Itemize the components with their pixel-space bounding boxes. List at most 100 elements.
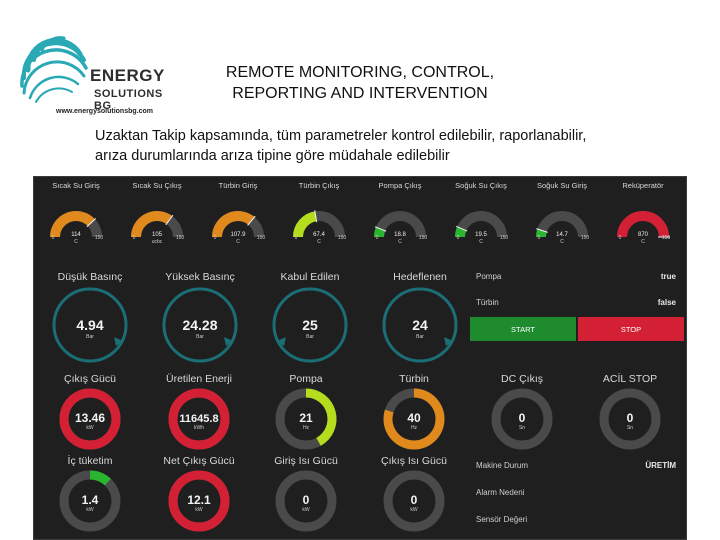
- gauge-max: 150: [257, 235, 266, 241]
- start-button[interactable]: START: [470, 317, 576, 341]
- gauge-needle: [374, 226, 387, 232]
- pressure-pointer-icon: [114, 337, 123, 346]
- gauge-value: 114: [71, 232, 81, 238]
- pressure-title-hedeflenen: Hedeflenen: [393, 271, 447, 283]
- donut-value: 1.4: [82, 493, 99, 507]
- donut-title-tu-rbin: Türbin: [399, 373, 429, 385]
- donut-unit: Sn: [627, 425, 633, 431]
- gauge-unit: C: [317, 239, 321, 245]
- slide-desc-line2: arıza durumlarında arıza tipine göre müd…: [95, 148, 450, 164]
- logo-word-solutions: SOLUTIONS BG: [94, 88, 163, 112]
- logo-url: www.energysolutionsbg.com: [56, 108, 153, 115]
- donut-title-i-c-tu-ketim: İç tüketim: [67, 455, 113, 467]
- gauge-value: 870: [638, 232, 649, 238]
- donut-value: 21: [299, 411, 313, 425]
- gauge-min: 0: [295, 235, 298, 241]
- pressure-title-kabul-edilen: Kabul Edilen: [280, 271, 340, 283]
- gauge-min: 0: [538, 235, 541, 241]
- gauge-title-tu-rbin-giris: Türbin Giriş: [218, 181, 258, 190]
- pressure-value: 24: [412, 317, 428, 333]
- gauge-max: 150: [662, 235, 671, 241]
- gauge-title-tu-rbin-c-k-s: Türbin Çıkış: [298, 181, 340, 190]
- donut-value: 0: [411, 493, 418, 507]
- donut-value: 0: [627, 411, 634, 425]
- machine-state-value: ÜRETİM: [645, 461, 676, 470]
- gauge-pompa-c-k-s: 18.8C 0 150: [374, 211, 427, 245]
- donut-value: 0: [303, 493, 310, 507]
- donut-fill: [59, 388, 121, 450]
- gauge-max: 150: [176, 235, 185, 241]
- pressure-ring: [162, 287, 238, 363]
- pressure-pointer-icon: [277, 337, 286, 346]
- gauge-title-sog-uk-su-c-k-s: Soğuk Su Çıkış: [455, 181, 507, 190]
- donut-gauge-net-c-k-s-gu-cu: 12.1kW: [168, 470, 230, 532]
- pressure-ring: [382, 287, 458, 363]
- pompa-status-value: true: [660, 272, 676, 281]
- gauge-needle: [165, 214, 174, 226]
- donut-title-c-k-s-gu-cu: Çıkış Gücü: [64, 373, 116, 385]
- gauge-title-reku-perato-r: Reküperatör: [622, 181, 664, 190]
- pressure-unit: Bar: [86, 334, 94, 340]
- sensor-value-label: Sensör Değeri: [476, 515, 528, 524]
- gauge-needle: [456, 225, 468, 232]
- gauge-tu-rbin-giris: 107.9C 0 150: [212, 211, 266, 245]
- gauge-min: 0: [52, 235, 55, 241]
- donut-track: [383, 470, 445, 532]
- company-logo: ENERGY SOLUTIONS BG www.energysolutionsb…: [14, 30, 174, 122]
- donut-gauge-aci-l-stop: 0Sn: [599, 388, 661, 450]
- donut-unit: Hz: [303, 425, 310, 431]
- gauge-fill: [374, 227, 386, 238]
- donut-title-dc-c-k-s: DC Çıkış: [501, 373, 543, 385]
- gauge-min: 0: [376, 235, 379, 241]
- pressure-title-yu-ksek-bas-nc: Yüksek Basınç: [165, 271, 235, 283]
- gauge-value: 14.7: [556, 232, 568, 238]
- donut-fill: [89, 470, 111, 486]
- donut-gauge-giris-is-gu-cu: 0kW: [275, 470, 337, 532]
- pressure-ring: [272, 287, 348, 363]
- donut-unit: Sn: [519, 425, 525, 431]
- stop-button[interactable]: STOP: [578, 317, 684, 341]
- gauge-value: 19.5: [475, 232, 487, 238]
- donut-unit: kW: [195, 507, 203, 513]
- donut-fill: [305, 388, 337, 446]
- donut-value: 11645.8: [179, 413, 218, 425]
- gauge-sog-uk-su-giris: 14.7C 0 150: [536, 211, 589, 245]
- gauge-min: 0: [457, 235, 460, 241]
- gauge-fill: [455, 226, 467, 238]
- donut-track: [491, 388, 553, 450]
- turbin-status-label: Türbin: [476, 298, 499, 307]
- gauge-value: 107.9: [230, 232, 246, 238]
- gauge-unit: C: [398, 239, 402, 245]
- donut-fill: [383, 388, 445, 450]
- gauge-needle: [314, 210, 318, 223]
- pressure-value: 25: [302, 317, 318, 333]
- gauge-unit: C: [74, 239, 78, 245]
- donut-fill: [168, 388, 230, 450]
- dashboard-panel: Sıcak Su Giriş 114 C 0 150 Sıcak Su Çıkış 105 u…: [33, 176, 687, 540]
- donut-gauge-dc-c-k-s: 0Sn: [491, 388, 553, 450]
- logo-globe-icon: [20, 36, 88, 103]
- gauge-fill: [212, 211, 255, 238]
- donut-unit: Hz: [411, 425, 418, 431]
- gauge-unit: C: [560, 239, 564, 245]
- gauge-title-pompa-c-k-s: Pompa Çıkış: [378, 181, 422, 190]
- gauge-fill: [131, 211, 173, 238]
- pressure-pointer-icon: [444, 337, 453, 346]
- gauge-value: 105: [152, 232, 163, 238]
- gauge-max: 150: [338, 235, 347, 241]
- donut-unit: kWh: [194, 425, 204, 431]
- donut-unit: kW: [410, 507, 418, 513]
- slide-description: Uzaktan Takip kapsamında, tüm parametrel…: [95, 126, 695, 166]
- slide-title: REMOTE MONITORING, CONTROL, REPORTING AN…: [180, 62, 540, 104]
- turbin-status-value: false: [657, 298, 676, 307]
- gauge-unit: C: [641, 239, 645, 245]
- slide-title-line2: REPORTING AND INTERVENTION: [232, 85, 488, 102]
- donut-value: 0: [519, 411, 526, 425]
- donut-title-u-retilen-enerji: Üretilen Enerji: [166, 373, 232, 385]
- donut-value: 40: [407, 411, 421, 425]
- gauge-title-sog-uk-su-giris: Soğuk Su Giriş: [536, 181, 588, 190]
- donut-title-pompa: Pompa: [289, 373, 323, 385]
